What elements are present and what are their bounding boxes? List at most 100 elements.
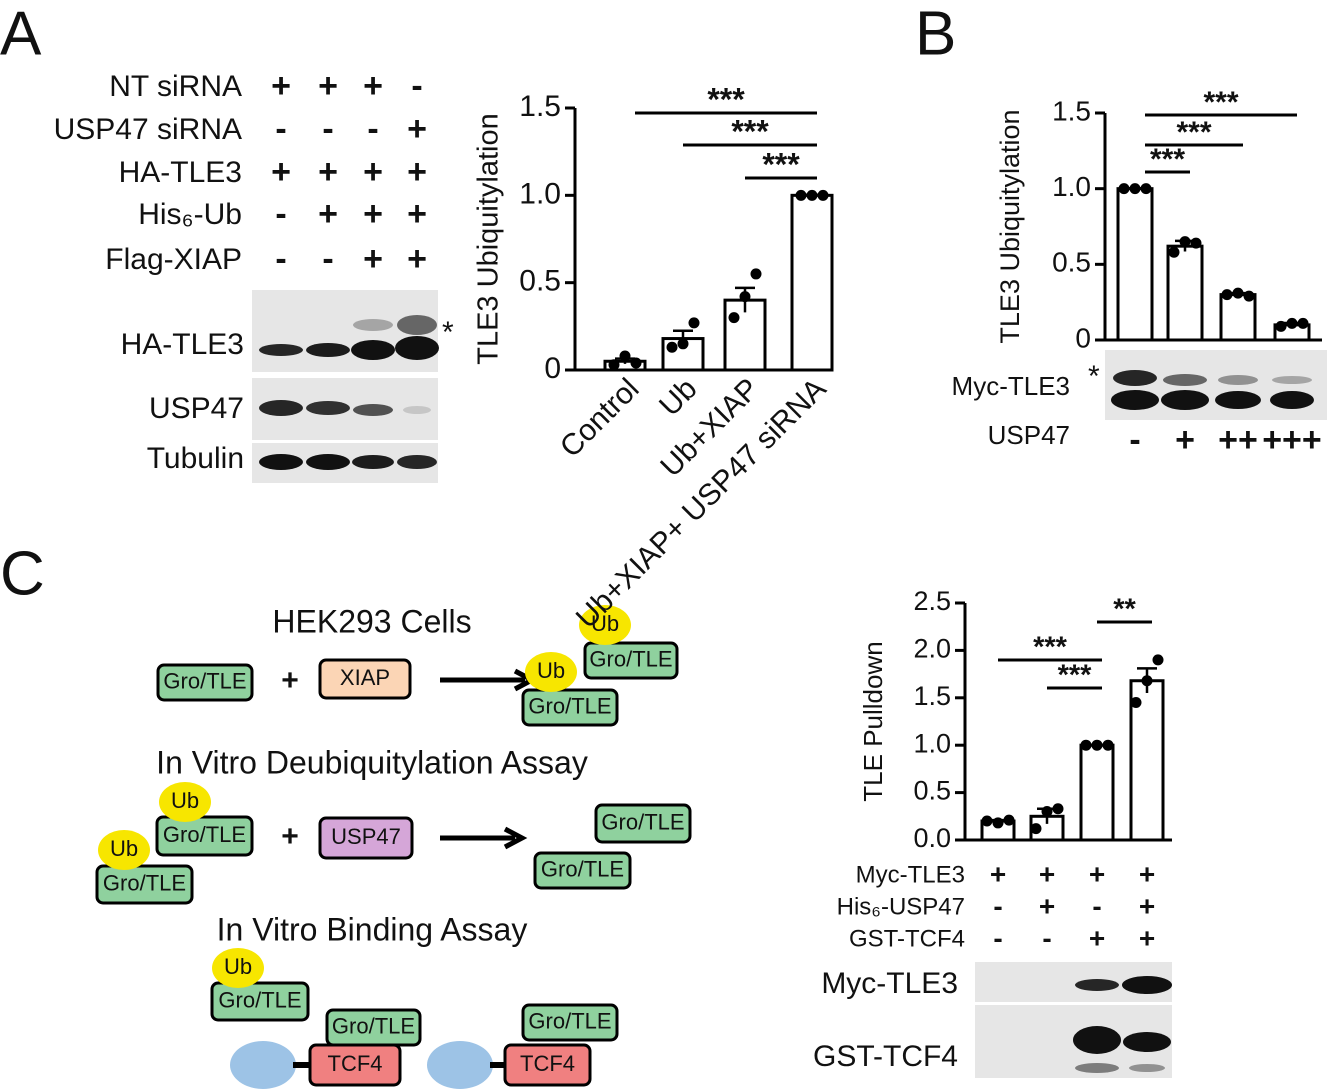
condition-mark: + — [271, 67, 291, 105]
box-label: Gro/TLE — [528, 693, 611, 718]
condition-label: Flag-XIAP — [105, 243, 242, 276]
panel-label: B — [915, 0, 956, 68]
data-point — [1030, 823, 1042, 835]
condition-mark: + — [1089, 858, 1105, 889]
y-axis-label: TLE3 Ubiquitylation — [995, 109, 1025, 343]
y-tick-label: 1.0 — [519, 177, 561, 210]
y-tick-label: 1.5 — [1052, 95, 1091, 126]
data-point — [1041, 806, 1053, 818]
box-label: Gro/TLE — [103, 870, 186, 895]
plus: + — [281, 820, 299, 853]
blot-label: GST-TCF4 — [813, 1040, 958, 1073]
condition-mark: - — [322, 240, 333, 278]
data-point — [1052, 803, 1064, 815]
blot-band — [1218, 375, 1258, 385]
blot-band — [306, 454, 350, 470]
asterisk: * — [442, 316, 454, 349]
blot-band — [306, 401, 350, 415]
box — [155, 815, 254, 857]
y-tick-label: 1.5 — [519, 90, 561, 123]
y-tick-label: 0.5 — [519, 265, 561, 298]
arrow — [440, 668, 538, 692]
blot-band — [397, 455, 437, 469]
condition-mark: + — [990, 858, 1006, 889]
box — [521, 1003, 619, 1042]
condition-mark: + — [1039, 890, 1055, 921]
data-point — [1243, 290, 1255, 302]
data-point — [630, 357, 642, 369]
blot-band — [259, 454, 303, 470]
box-label: Gro/TLE — [218, 987, 301, 1012]
box-label: TCF4 — [328, 1051, 383, 1076]
box — [95, 864, 194, 905]
bar — [1116, 187, 1154, 342]
box-label: TCF4 — [520, 1051, 575, 1076]
asterisk: * — [1088, 360, 1100, 393]
data-point — [739, 291, 751, 303]
data-point — [1179, 236, 1191, 248]
ub-label: Ub — [591, 611, 619, 636]
y-axis-label: TLE3 Ubiquitylation — [473, 113, 505, 364]
condition-label: USP47 siRNA — [54, 113, 242, 146]
arrow — [440, 826, 528, 850]
y-tick-label: 0.5 — [1052, 247, 1091, 278]
data-point — [981, 815, 993, 827]
blot-band — [1123, 1032, 1171, 1052]
condition-mark: + — [318, 67, 338, 105]
data-point — [1232, 287, 1244, 299]
significance-label: *** — [707, 81, 745, 117]
data-point — [1286, 317, 1298, 329]
section-title: In Vitro Binding Assay — [217, 911, 528, 947]
ub — [159, 782, 211, 822]
y-tick-label: 0.5 — [913, 776, 951, 806]
condition-mark: - — [275, 240, 286, 278]
data-point — [795, 189, 807, 201]
significance-label: ** — [1113, 594, 1136, 626]
data-point — [1129, 183, 1141, 195]
bar — [1219, 293, 1257, 342]
condition-mark: + — [1039, 858, 1055, 889]
condition-label: His₆-USP47 — [837, 893, 965, 920]
y-tick-label: 2.0 — [913, 634, 951, 664]
condition-label: HA-TLE3 — [119, 156, 242, 189]
blot-band — [352, 455, 394, 469]
data-point — [1003, 814, 1015, 826]
box — [594, 803, 692, 844]
data-point — [806, 189, 818, 201]
significance-label: *** — [1150, 143, 1185, 176]
blot-band — [353, 404, 393, 416]
blot-band — [1075, 1063, 1119, 1073]
data-point — [1091, 739, 1103, 751]
section-title: In Vitro Deubiquitylation Assay — [156, 744, 588, 780]
condition-mark: + — [1139, 922, 1155, 953]
blot-label: HA-TLE3 — [121, 328, 244, 361]
data-point — [750, 268, 762, 280]
ub-label: Ub — [224, 954, 252, 979]
box-label: Gro/TLE — [528, 1008, 611, 1033]
data-point — [1152, 654, 1164, 666]
condition-mark: - — [275, 195, 286, 233]
condition-label: His₆-Ub — [138, 198, 242, 231]
data-point — [688, 317, 700, 329]
condition-mark: + — [1139, 890, 1155, 921]
data-point — [1080, 739, 1092, 751]
treatment-label: USP47 — [988, 420, 1070, 450]
blot-label: Tubulin — [147, 442, 244, 475]
condition-mark: - — [322, 110, 333, 148]
blot-band — [259, 400, 303, 416]
plus: + — [281, 664, 299, 697]
blot-label: Myc-TLE3 — [952, 371, 1070, 401]
data-point — [677, 338, 689, 350]
data-point — [1297, 317, 1309, 329]
significance-label: *** — [1203, 86, 1238, 119]
condition-mark: - — [993, 890, 1002, 921]
box — [503, 1043, 592, 1087]
blot-band — [403, 406, 431, 414]
x-tick-label: + — [1175, 421, 1195, 459]
condition-mark: + — [363, 240, 383, 278]
data-point — [608, 359, 620, 371]
data-point — [1190, 237, 1202, 249]
blot-band — [1129, 1064, 1165, 1072]
data-point — [1141, 675, 1153, 687]
box — [318, 816, 414, 860]
